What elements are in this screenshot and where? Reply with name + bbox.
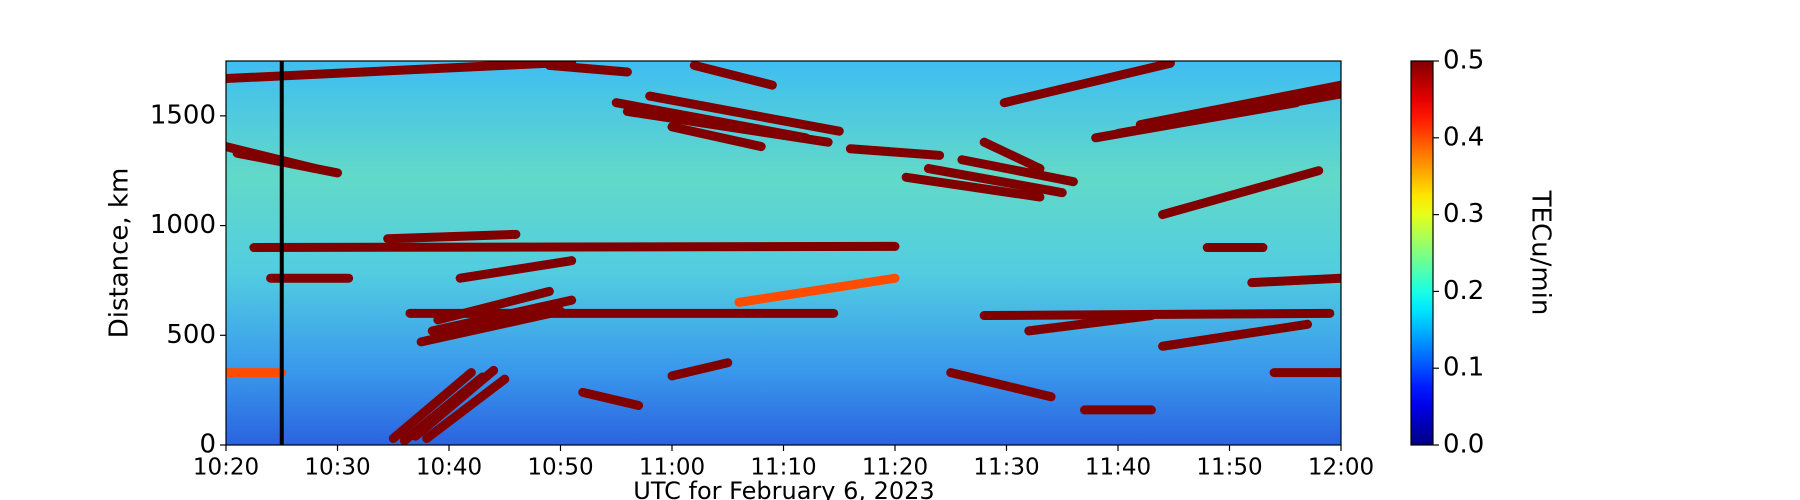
x-tick-label: 11:00 <box>639 455 705 481</box>
track <box>383 229 521 244</box>
track <box>455 256 577 283</box>
track <box>645 91 844 136</box>
track <box>433 286 554 325</box>
track <box>999 61 1175 108</box>
track <box>249 241 900 253</box>
track <box>232 148 342 178</box>
colorbar <box>1410 60 1434 446</box>
track <box>734 273 900 307</box>
track <box>979 137 1045 174</box>
track <box>1158 166 1324 220</box>
track <box>1247 273 1341 288</box>
colorbar-tick-label: 0.3 <box>1443 199 1484 229</box>
track <box>578 387 644 411</box>
y-tick-label: 1000 <box>150 210 216 240</box>
track <box>923 164 1067 198</box>
track <box>1158 319 1313 351</box>
track <box>1091 98 1301 143</box>
track <box>411 365 499 441</box>
track <box>689 61 777 90</box>
y-tick-label: 500 <box>166 320 216 350</box>
x-tick-label: 10:30 <box>304 455 370 481</box>
track <box>901 172 1045 202</box>
y-axis-label: Distance, km <box>105 168 135 339</box>
x-tick-label: 12:00 <box>1308 455 1374 481</box>
colorbar-label: TECu/min <box>1526 190 1556 316</box>
colorbar-tick-label: 0.2 <box>1443 276 1484 306</box>
track <box>416 306 565 347</box>
track <box>667 358 733 381</box>
colorbar-tick-label: 0.5 <box>1443 46 1484 76</box>
track <box>1024 311 1156 336</box>
track <box>388 368 476 443</box>
x-tick-label: 10:50 <box>527 455 593 481</box>
track <box>427 295 577 336</box>
y-tick-label: 1500 <box>150 100 216 130</box>
track <box>1135 80 1341 130</box>
track <box>622 106 833 147</box>
track <box>667 122 766 152</box>
x-tick-label: 11:40 <box>1085 455 1151 481</box>
track <box>946 368 1056 402</box>
x-tick-label: 10:40 <box>416 455 482 481</box>
track <box>422 374 510 443</box>
x-tick-label: 11:20 <box>862 455 928 481</box>
track <box>544 61 632 77</box>
y-tick-label: 0 <box>199 430 216 460</box>
tracks <box>226 61 1341 445</box>
x-tick-label: 10:20 <box>193 455 259 481</box>
x-tick-label: 11:50 <box>1196 455 1262 481</box>
x-axis-label: UTC for February 6, 2023 <box>633 477 934 500</box>
track <box>957 155 1078 187</box>
x-tick-label: 11:30 <box>973 455 1039 481</box>
colorbar-tick-label: 0.4 <box>1443 122 1484 152</box>
track <box>979 308 1335 321</box>
track <box>845 144 945 160</box>
colorbar-tick-label: 0.1 <box>1443 353 1484 383</box>
colorbar-tick-label: 0.0 <box>1443 430 1484 460</box>
x-tick-label: 11:10 <box>750 455 816 481</box>
